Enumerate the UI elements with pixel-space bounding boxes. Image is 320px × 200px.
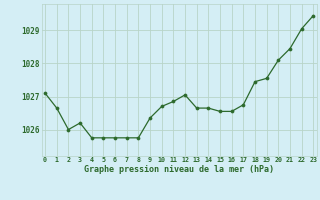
X-axis label: Graphe pression niveau de la mer (hPa): Graphe pression niveau de la mer (hPa) — [84, 165, 274, 174]
